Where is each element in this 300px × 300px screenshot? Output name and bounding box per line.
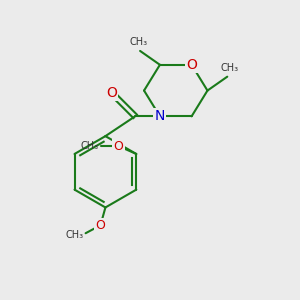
Text: O: O — [186, 58, 197, 72]
Text: CH₃: CH₃ — [220, 63, 238, 73]
Text: O: O — [113, 140, 123, 152]
Text: N: N — [155, 109, 165, 123]
Text: N: N — [155, 109, 165, 123]
Text: CH₃: CH₃ — [129, 37, 147, 47]
Text: O: O — [186, 58, 197, 72]
Text: N: N — [155, 109, 165, 123]
Text: O: O — [95, 219, 105, 232]
Text: O: O — [95, 219, 105, 232]
Text: CH₃: CH₃ — [65, 230, 84, 240]
Text: O: O — [106, 85, 117, 100]
Text: O: O — [106, 85, 117, 100]
Text: CH₃: CH₃ — [80, 141, 99, 151]
Text: O: O — [113, 140, 123, 152]
